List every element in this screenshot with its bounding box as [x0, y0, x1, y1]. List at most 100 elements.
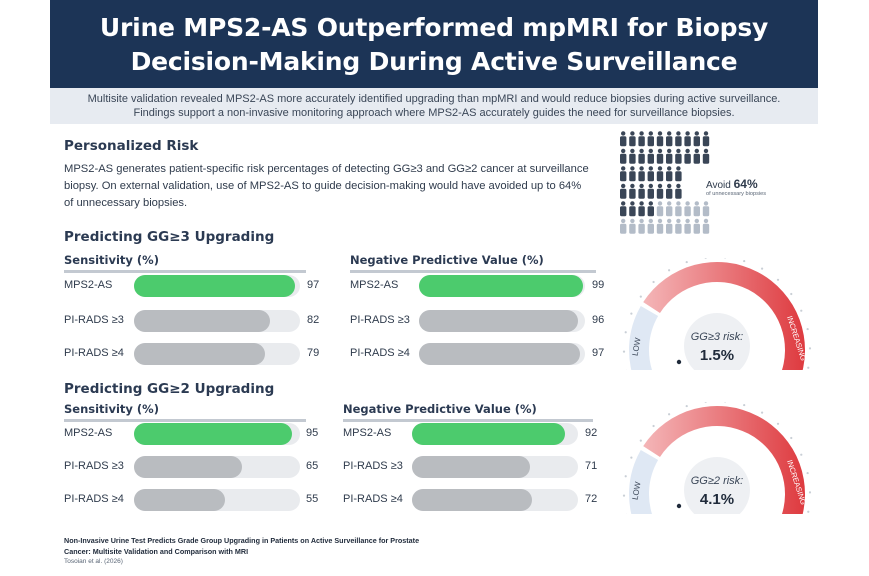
bar-track — [134, 489, 300, 511]
gauge-center-disc — [684, 313, 750, 370]
avoid-prefix: Avoid — [706, 180, 734, 191]
gauge-tick — [685, 260, 688, 264]
person-icon — [647, 166, 654, 182]
gauge-tick — [668, 413, 671, 416]
gg3-section-title: Predicting GG≥3 Upgrading — [64, 229, 275, 245]
person-icon — [629, 166, 636, 182]
person-icon — [693, 201, 700, 217]
page-title-line-1: Urine MPS2-AS Outperformed mpMRI for Bio… — [99, 13, 769, 42]
bar-value-label: 92 — [585, 427, 598, 439]
bar-value-label: 97 — [592, 347, 605, 359]
gauge-needle-dot — [676, 359, 682, 365]
person-icon — [702, 148, 710, 164]
gg3-sensitivity-title: Sensitivity (%) — [64, 253, 159, 267]
page-title-line-2: Decision-Making During Active Surveillan… — [130, 47, 738, 76]
avoid-label: Avoid 64% — [706, 177, 758, 191]
person-icon — [693, 148, 700, 164]
person-icon — [620, 148, 627, 164]
bar-label: MPS2-AS — [64, 427, 113, 439]
gauge-tick — [776, 278, 780, 281]
citation-title: Non-Invasive Urine Test Predicts Grade G… — [64, 536, 420, 556]
gauge-tick — [622, 494, 626, 497]
person-icon — [638, 131, 645, 147]
bar-label: MPS2-AS — [343, 427, 392, 439]
person-icon — [638, 166, 645, 182]
gauge-low-band — [629, 306, 659, 370]
gauge-tick — [652, 424, 655, 428]
bar-label: MPS2-AS — [350, 279, 399, 291]
bar-value-label: 79 — [307, 347, 320, 359]
bar-label: PI-RADS ≥4 — [350, 347, 410, 359]
person-icon — [684, 201, 691, 217]
person-icon — [675, 201, 682, 217]
bar-value-label: 99 — [592, 279, 605, 291]
gg3-npv-underline — [350, 270, 596, 273]
person-icon — [656, 131, 664, 147]
bar-track — [412, 423, 578, 445]
bar-track — [134, 343, 300, 365]
gg2-npv-title: Negative Predictive Value (%) — [343, 402, 537, 416]
person-icon — [702, 218, 710, 234]
person-icon — [629, 183, 636, 199]
gauge-risk-value: 4.1% — [700, 491, 734, 508]
gauge-low-band — [629, 450, 659, 514]
person-icon — [656, 183, 664, 199]
bar-label: PI-RADS ≥4 — [343, 493, 403, 505]
bar — [134, 310, 271, 332]
person-icon — [684, 148, 691, 164]
gauge-tick — [652, 280, 655, 284]
bar-track — [419, 343, 585, 365]
summary-text: Multisite validation revealed MPS2-AS mo… — [87, 93, 781, 119]
gg2-sensitivity-title: Sensitivity (%) — [64, 402, 159, 416]
person-icon — [675, 166, 682, 182]
bar — [134, 275, 296, 297]
bar-track — [419, 275, 585, 297]
gauge-tick — [807, 366, 810, 369]
gauge-tick — [639, 439, 642, 442]
person-icon — [656, 201, 664, 217]
person-icon — [684, 131, 691, 147]
gauge-tick — [806, 327, 809, 331]
bar — [412, 423, 565, 445]
person-icon — [620, 183, 627, 199]
person-icon — [666, 148, 673, 164]
person-icon — [693, 218, 700, 234]
gauge-tick — [624, 475, 627, 478]
gauge-increasing-band — [643, 406, 805, 514]
gauge-tick — [800, 453, 803, 456]
person-icon — [656, 166, 664, 182]
bar-value-label: 65 — [306, 460, 319, 472]
gauge-tick — [790, 292, 793, 296]
person-icon — [647, 148, 654, 164]
person-icon — [656, 148, 664, 164]
bar-value-label: 72 — [585, 493, 598, 505]
gg2-section-title: Predicting GG≥2 Upgrading — [64, 381, 275, 397]
bar — [134, 456, 242, 478]
summary-box: Multisite validation revealed MPS2-AS mo… — [50, 88, 818, 124]
gauge-tick — [743, 259, 746, 263]
person-icon — [675, 183, 682, 199]
avoid-value: 64% — [733, 177, 758, 191]
gauge-low-label: LOW — [631, 481, 643, 501]
bar-track — [419, 310, 585, 332]
bar-track — [134, 275, 300, 297]
gg3-sensitivity-underline — [64, 270, 306, 273]
person-icon — [647, 183, 654, 199]
person-icon — [693, 131, 700, 147]
bar-track — [412, 456, 578, 478]
gauge-tick — [807, 510, 810, 513]
gauge-tick — [800, 309, 803, 312]
gauge-tick — [790, 436, 793, 440]
gauge-risk-label: GG≥2 risk: — [691, 475, 744, 487]
gauge-tick — [630, 456, 633, 459]
bar-label: MPS2-AS — [64, 279, 113, 291]
person-icon — [629, 131, 636, 147]
gauge-risk-value: 1.5% — [700, 347, 734, 364]
bar-label: PI-RADS ≥3 — [343, 460, 403, 472]
person-icon — [656, 218, 664, 234]
gg2-npv-underline — [343, 419, 593, 422]
bar — [419, 310, 579, 332]
gauge-tick — [760, 267, 764, 270]
gauge-tick — [760, 411, 764, 414]
